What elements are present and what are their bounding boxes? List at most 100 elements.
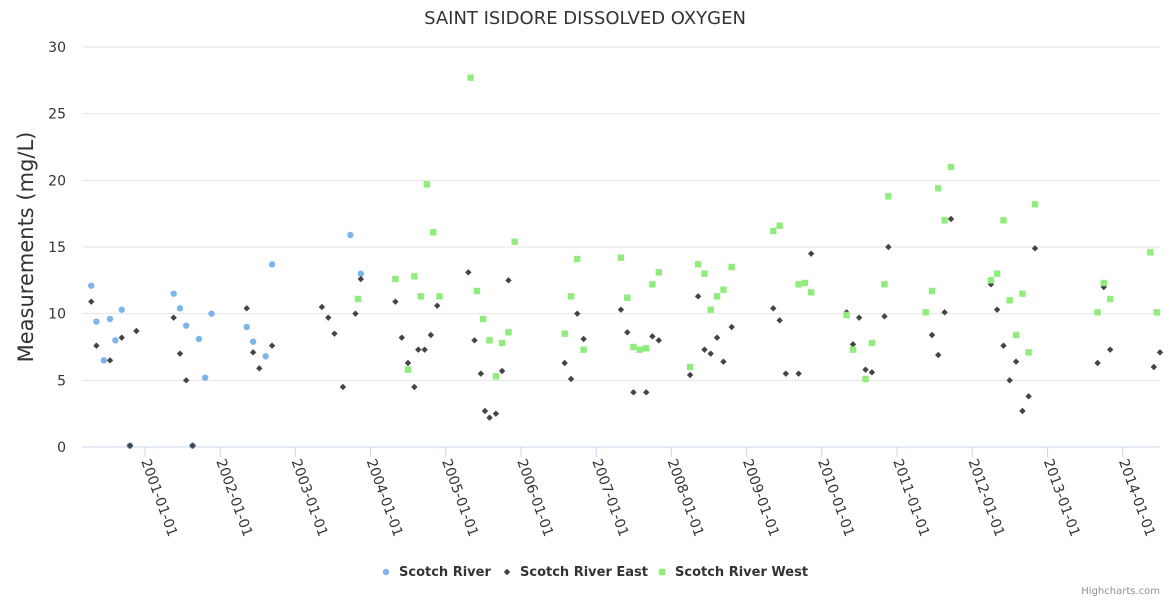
- data-point[interactable]: [243, 323, 250, 331]
- data-point[interactable]: [885, 193, 892, 200]
- data-point[interactable]: [686, 371, 694, 379]
- data-point[interactable]: [1025, 349, 1032, 356]
- data-point[interactable]: [106, 315, 114, 323]
- data-point[interactable]: [807, 289, 815, 296]
- data-point[interactable]: [471, 337, 478, 344]
- data-point[interactable]: [636, 346, 644, 353]
- data-point[interactable]: [941, 217, 948, 224]
- data-point[interactable]: [268, 342, 276, 349]
- data-point[interactable]: [1025, 393, 1032, 400]
- data-point[interactable]: [770, 305, 777, 312]
- data-point[interactable]: [106, 357, 114, 364]
- data-point[interactable]: [1106, 295, 1114, 303]
- data-point[interactable]: [993, 306, 1001, 313]
- data-point[interactable]: [643, 345, 650, 352]
- data-point[interactable]: [112, 337, 119, 344]
- data-point[interactable]: [352, 310, 359, 317]
- data-point[interactable]: [93, 342, 100, 349]
- data-point[interactable]: [776, 222, 783, 229]
- data-point[interactable]: [208, 310, 215, 317]
- data-point[interactable]: [201, 374, 209, 381]
- credits-link[interactable]: Highcharts.com: [1081, 586, 1160, 597]
- data-point[interactable]: [713, 293, 721, 300]
- data-point[interactable]: [770, 227, 777, 235]
- data-point[interactable]: [492, 410, 500, 417]
- data-point[interactable]: [561, 359, 568, 367]
- data-point[interactable]: [1012, 358, 1020, 365]
- data-point[interactable]: [567, 375, 575, 383]
- data-point[interactable]: [427, 331, 435, 339]
- data-point[interactable]: [1147, 249, 1154, 256]
- data-point[interactable]: [849, 346, 857, 353]
- data-point[interactable]: [189, 442, 196, 449]
- data-point[interactable]: [100, 357, 108, 364]
- data-point[interactable]: [357, 275, 365, 283]
- data-point[interactable]: [795, 370, 802, 377]
- data-point[interactable]: [415, 346, 422, 353]
- data-point[interactable]: [421, 346, 428, 353]
- data-point[interactable]: [713, 334, 721, 341]
- data-point[interactable]: [1000, 217, 1007, 224]
- data-point[interactable]: [268, 261, 276, 268]
- data-point[interactable]: [318, 303, 326, 311]
- data-point[interactable]: [126, 442, 134, 449]
- data-point[interactable]: [398, 334, 405, 341]
- data-point[interactable]: [392, 298, 399, 305]
- data-point[interactable]: [498, 339, 506, 347]
- data-point[interactable]: [630, 343, 637, 351]
- data-point[interactable]: [473, 287, 481, 295]
- data-point[interactable]: [1012, 331, 1020, 339]
- data-point[interactable]: [505, 329, 512, 336]
- data-point[interactable]: [922, 309, 929, 316]
- data-point[interactable]: [434, 302, 441, 309]
- data-point[interactable]: [868, 369, 876, 376]
- data-point[interactable]: [728, 323, 735, 331]
- data-point[interactable]: [93, 318, 100, 325]
- data-point[interactable]: [935, 351, 942, 359]
- data-point[interactable]: [486, 337, 493, 344]
- data-point[interactable]: [195, 335, 203, 343]
- data-point[interactable]: [993, 270, 1001, 277]
- data-point[interactable]: [249, 338, 257, 345]
- data-point[interactable]: [855, 314, 863, 321]
- data-point[interactable]: [655, 269, 662, 276]
- data-point[interactable]: [339, 383, 347, 391]
- data-point[interactable]: [505, 277, 512, 284]
- data-point[interactable]: [498, 367, 506, 375]
- data-point[interactable]: [357, 270, 365, 277]
- data-point[interactable]: [1100, 279, 1107, 287]
- data-point[interactable]: [1094, 309, 1101, 316]
- data-point[interactable]: [1153, 309, 1160, 316]
- data-point[interactable]: [947, 215, 955, 223]
- data-point[interactable]: [843, 311, 850, 319]
- data-point[interactable]: [88, 298, 95, 305]
- data-point[interactable]: [862, 375, 869, 383]
- data-point[interactable]: [947, 163, 955, 171]
- legend-item-scotch-river-west[interactable]: Scotch River West: [658, 565, 808, 580]
- data-point[interactable]: [467, 74, 474, 81]
- data-point[interactable]: [701, 270, 708, 277]
- data-point[interactable]: [630, 389, 637, 396]
- data-point[interactable]: [649, 281, 656, 288]
- data-point[interactable]: [567, 293, 575, 300]
- data-point[interactable]: [404, 359, 412, 367]
- data-point[interactable]: [707, 306, 714, 313]
- data-point[interactable]: [479, 315, 487, 323]
- data-point[interactable]: [987, 281, 995, 288]
- data-point[interactable]: [176, 305, 184, 312]
- data-point[interactable]: [1019, 407, 1026, 415]
- data-point[interactable]: [707, 350, 714, 357]
- data-point[interactable]: [617, 254, 625, 261]
- data-point[interactable]: [885, 243, 892, 251]
- data-point[interactable]: [649, 333, 656, 340]
- data-point[interactable]: [182, 377, 190, 384]
- data-point[interactable]: [1156, 349, 1164, 356]
- data-point[interactable]: [492, 373, 500, 380]
- data-point[interactable]: [624, 329, 631, 336]
- data-point[interactable]: [436, 293, 443, 300]
- data-point[interactable]: [423, 181, 431, 188]
- data-point[interactable]: [1094, 359, 1101, 367]
- data-point[interactable]: [881, 313, 888, 320]
- data-point[interactable]: [1006, 297, 1013, 304]
- data-point[interactable]: [1031, 245, 1039, 252]
